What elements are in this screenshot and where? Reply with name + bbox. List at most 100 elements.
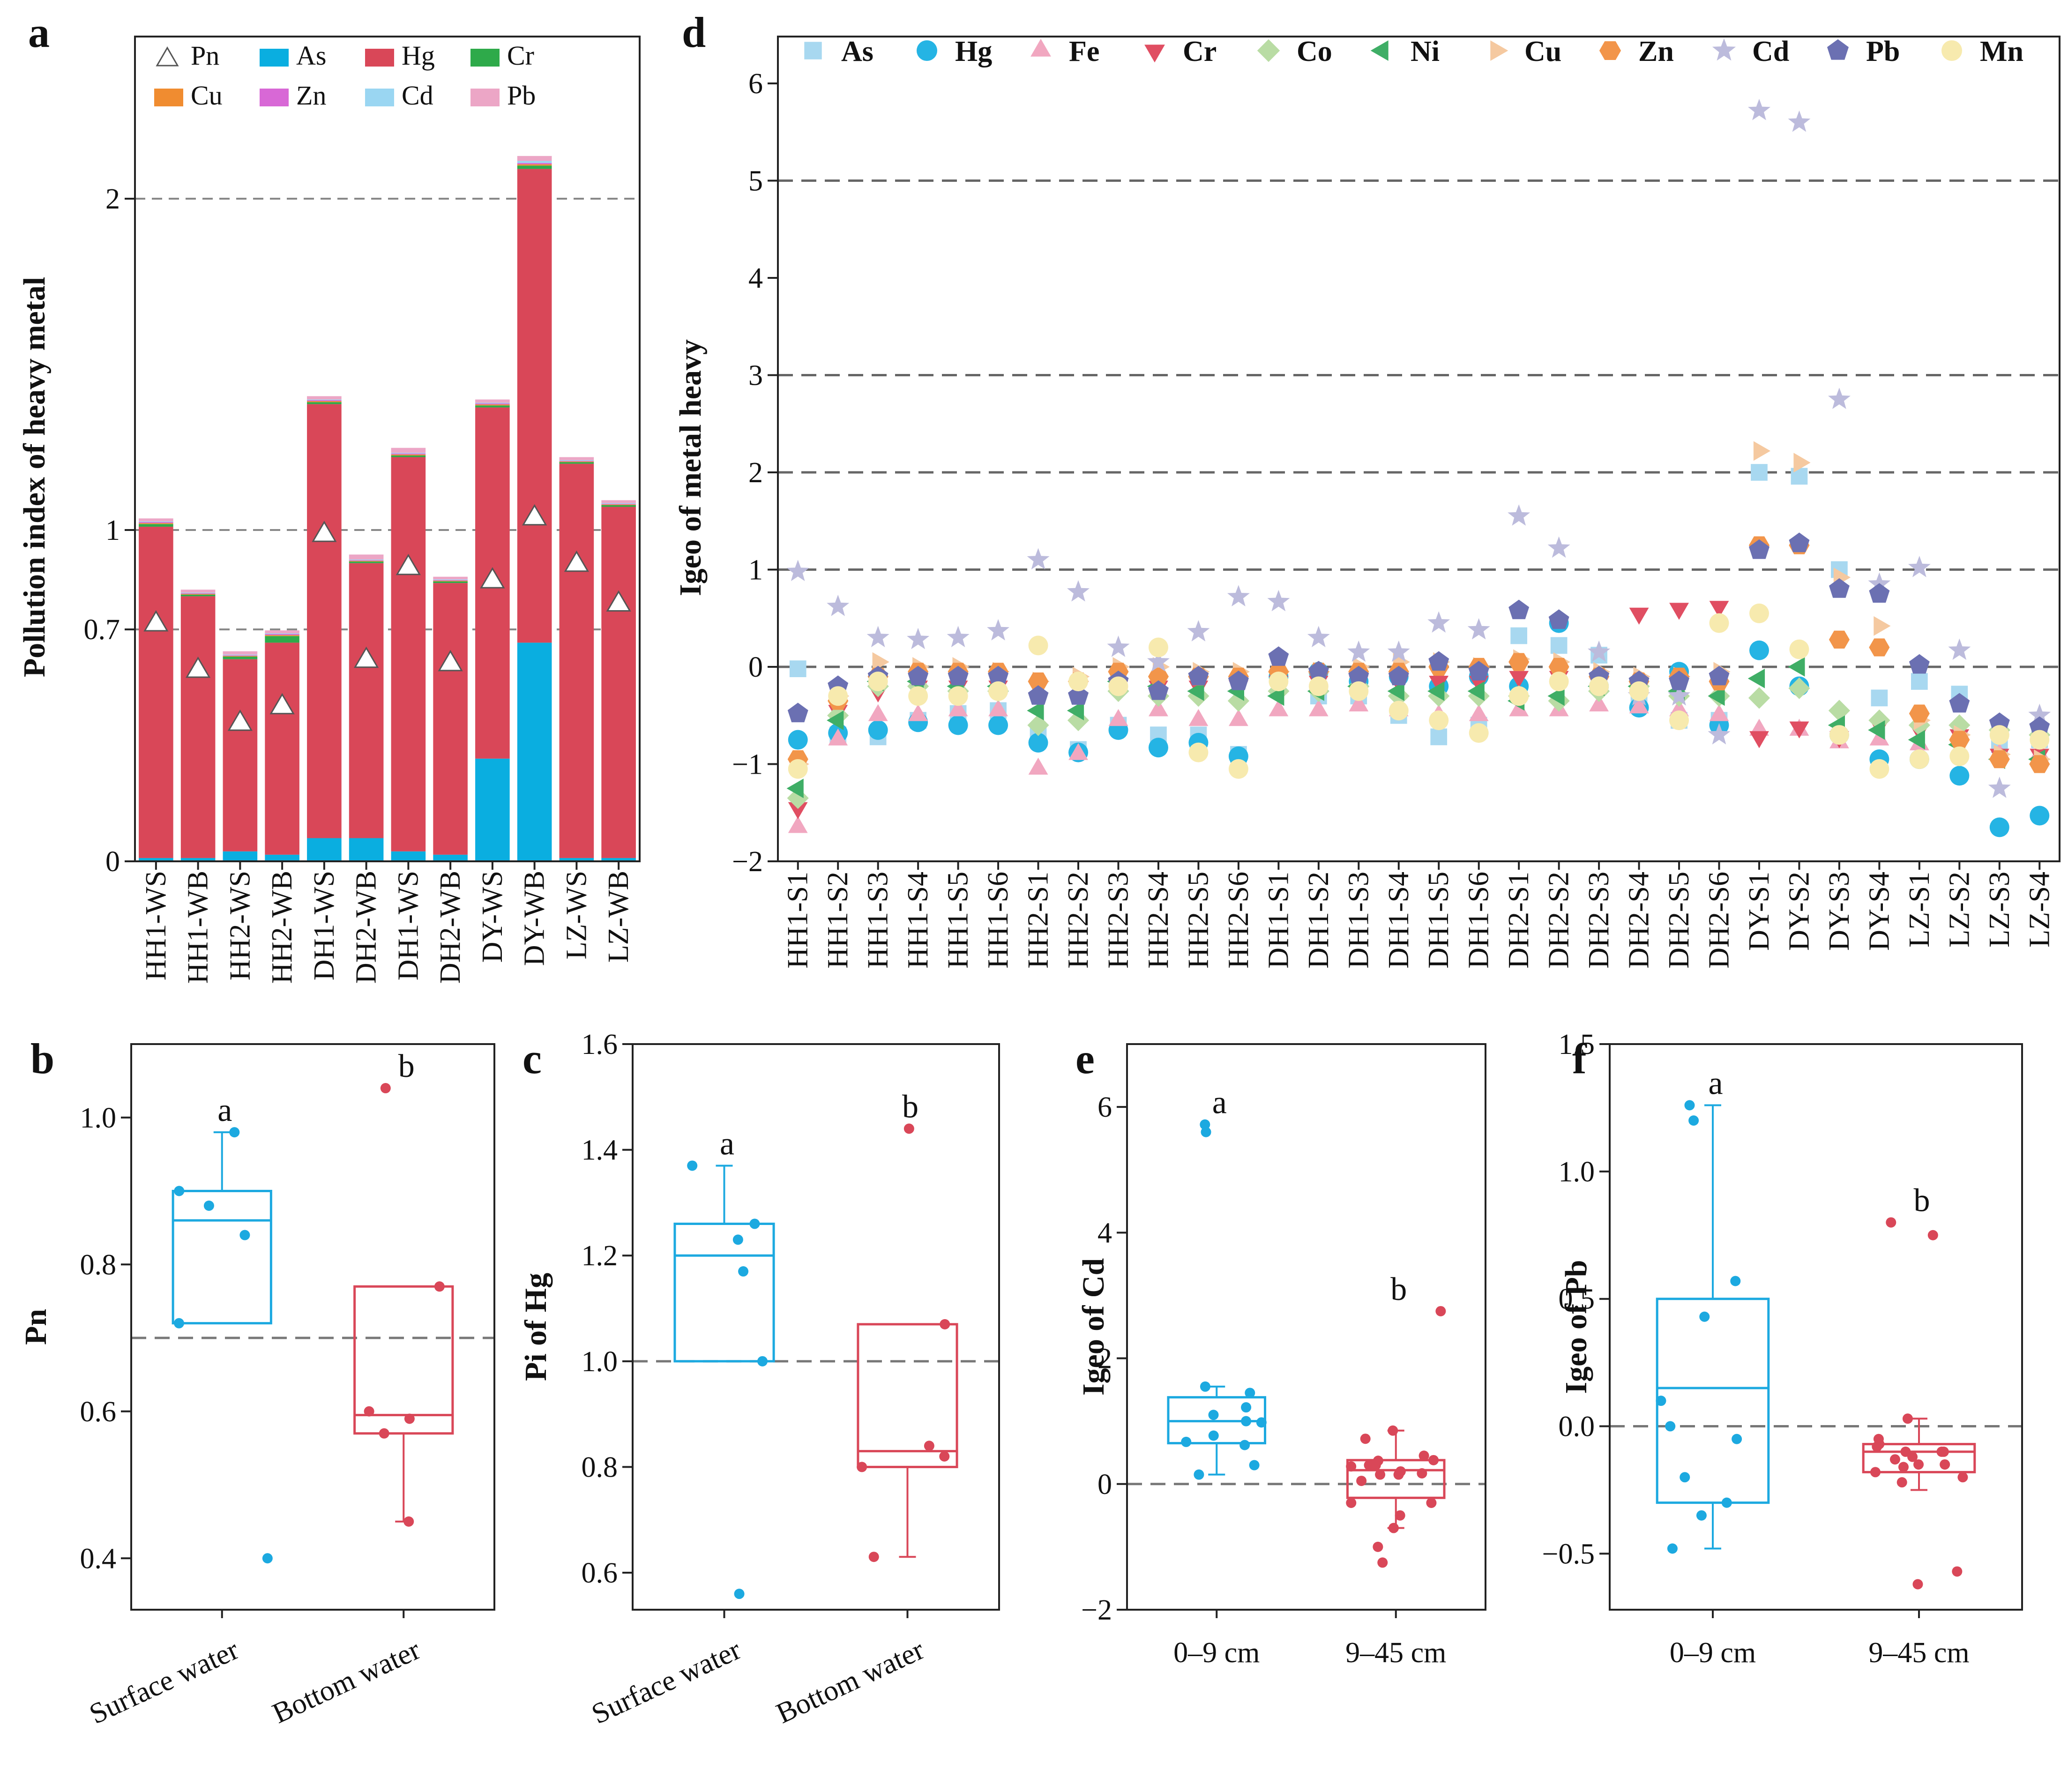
point-Pb bbox=[1028, 685, 1049, 705]
point-Mn bbox=[1629, 681, 1649, 701]
bar-Zn-DH1-WS bbox=[391, 453, 426, 455]
point-Cd bbox=[1748, 98, 1770, 120]
xtick-label: HH2-S6 bbox=[1223, 872, 1254, 969]
bar-As-HH2-WB bbox=[265, 854, 299, 861]
point-Cr bbox=[1709, 601, 1729, 618]
panel-b-ylabel: Pn bbox=[19, 1309, 53, 1345]
data-point bbox=[1896, 1477, 1907, 1488]
data-point bbox=[1688, 1115, 1699, 1126]
point-Zn bbox=[1909, 704, 1930, 723]
xtick-label: Surface water bbox=[587, 1634, 746, 1731]
panel-e-frame bbox=[1126, 1043, 1486, 1611]
bar-Hg-DH2-WB bbox=[349, 563, 384, 838]
data-point bbox=[1346, 1498, 1357, 1508]
xtick-label: 9–45 cm bbox=[1868, 1637, 1969, 1669]
box-Surface water bbox=[673, 1223, 775, 1363]
point-Mn bbox=[1188, 742, 1209, 762]
xtick-label: HH2-S3 bbox=[1102, 872, 1134, 969]
point-Pb bbox=[908, 665, 929, 686]
legend-marker-Ni bbox=[1370, 40, 1389, 61]
point-Pb bbox=[1388, 665, 1409, 686]
panel-e-ytick-label: 6 bbox=[1097, 1091, 1112, 1123]
panel-b-ytick-label: 1.0 bbox=[80, 1102, 117, 1134]
bar-Cu-HH1-WS bbox=[139, 523, 173, 524]
point-Zn bbox=[1548, 657, 1569, 676]
data-point bbox=[229, 1127, 240, 1138]
data-point bbox=[857, 1462, 867, 1472]
significance-letter: b bbox=[398, 1048, 415, 1084]
significance-letter: a bbox=[217, 1092, 232, 1128]
panel-label-b: b bbox=[30, 1035, 54, 1083]
point-Zn bbox=[1508, 653, 1530, 671]
panel-c-ytick-label: 0.6 bbox=[582, 1557, 618, 1589]
point-Hg bbox=[948, 715, 968, 735]
point-As bbox=[789, 660, 806, 677]
point-Mn bbox=[1949, 746, 1970, 766]
point-Cd bbox=[1067, 580, 1090, 602]
point-Cd bbox=[2028, 703, 2051, 725]
point-Cu bbox=[1874, 616, 1891, 636]
point-Zn bbox=[1829, 630, 1850, 649]
panel-label-d: d bbox=[682, 8, 706, 56]
panel-c-ytick-label: 0.8 bbox=[582, 1451, 618, 1483]
pn-marker bbox=[269, 693, 295, 715]
point-Co bbox=[1788, 677, 1810, 699]
panel-d-frame bbox=[777, 36, 2061, 862]
point-Co bbox=[1748, 687, 1770, 709]
significance-letter: b bbox=[1390, 1271, 1407, 1307]
bar-As-HH2-WS bbox=[223, 851, 258, 861]
point-Fe bbox=[1869, 728, 1889, 746]
data-point bbox=[1913, 1459, 1924, 1470]
data-point bbox=[1656, 1396, 1666, 1406]
panel-c-ytick-label: 1.6 bbox=[582, 1029, 618, 1060]
panel-c: c a Surface water b Bottom water 0.6 0.8 1.0 1.2… bbox=[519, 1029, 1000, 1731]
box-Bottom water bbox=[353, 1285, 454, 1435]
point-Fe bbox=[828, 728, 848, 746]
point-Cd bbox=[1027, 548, 1050, 570]
point-Ni bbox=[1788, 657, 1805, 677]
panel-a: a HH1-WS HH1-WB HH2-WS HH2-WB DH1-WS DH2-WB DH1… bbox=[17, 8, 641, 984]
bar-Cr-DH2-WB bbox=[349, 561, 384, 563]
point-Cd bbox=[1508, 504, 1530, 526]
point-Mn bbox=[908, 686, 928, 706]
bar-Pb-HH2-WS bbox=[223, 651, 258, 655]
significance-letter: b bbox=[902, 1089, 918, 1125]
panel-d-ytick-label: 3 bbox=[748, 360, 763, 392]
xtick-label: DH1-S6 bbox=[1463, 872, 1495, 969]
panel-e: e a 0–9 cm b 9–45 cm −2 0 2 4 6 Igeo of Cd bbox=[1075, 1035, 1486, 1669]
xtick-label: HH2-S5 bbox=[1182, 872, 1214, 969]
bar-Pb-HH1-WB bbox=[180, 590, 216, 593]
point-Cd bbox=[1467, 618, 1490, 640]
panel-label-c: c bbox=[523, 1035, 542, 1083]
bar-Zn-HH2-WS bbox=[223, 655, 258, 656]
bar-Zn-DY-WS bbox=[475, 403, 510, 405]
bar-Zn-DY-WB bbox=[517, 163, 552, 164]
point-Mn bbox=[1709, 613, 1729, 633]
point-Zn bbox=[2029, 755, 2050, 773]
bar-Cr-DY-WS bbox=[475, 405, 510, 408]
point-Mn bbox=[988, 681, 1008, 701]
data-point bbox=[239, 1230, 250, 1240]
panel-label-a: a bbox=[28, 8, 50, 56]
point-Ni bbox=[827, 710, 844, 730]
point-Pb bbox=[1749, 539, 1769, 559]
point-Mn bbox=[1028, 635, 1048, 656]
data-point bbox=[1208, 1410, 1219, 1420]
legend-label-Ni: Ni bbox=[1411, 36, 1440, 67]
xtick-label: DY-S2 bbox=[1783, 872, 1815, 951]
point-Cd bbox=[1908, 556, 1931, 577]
xtick-label: HH2-S1 bbox=[1023, 872, 1054, 969]
xtick-label: DH2-S2 bbox=[1543, 872, 1575, 969]
bar-Zn-DH2-WB bbox=[433, 580, 468, 581]
bar-Hg-HH2-WB bbox=[265, 642, 299, 855]
point-Mn bbox=[1349, 681, 1369, 701]
point-Cd bbox=[1668, 684, 1690, 706]
bar-Pb-DH1-WS bbox=[391, 448, 426, 453]
point-Cd bbox=[786, 560, 809, 581]
panel-a-ytick-label: 1 bbox=[105, 515, 120, 546]
bar-Cr-DH1-WS bbox=[307, 402, 342, 404]
significance-letter: a bbox=[720, 1126, 734, 1162]
xtick-label: 0–9 cm bbox=[1670, 1637, 1756, 1669]
bar-As-DH2-WB bbox=[433, 854, 468, 861]
data-point bbox=[1201, 1127, 1211, 1137]
